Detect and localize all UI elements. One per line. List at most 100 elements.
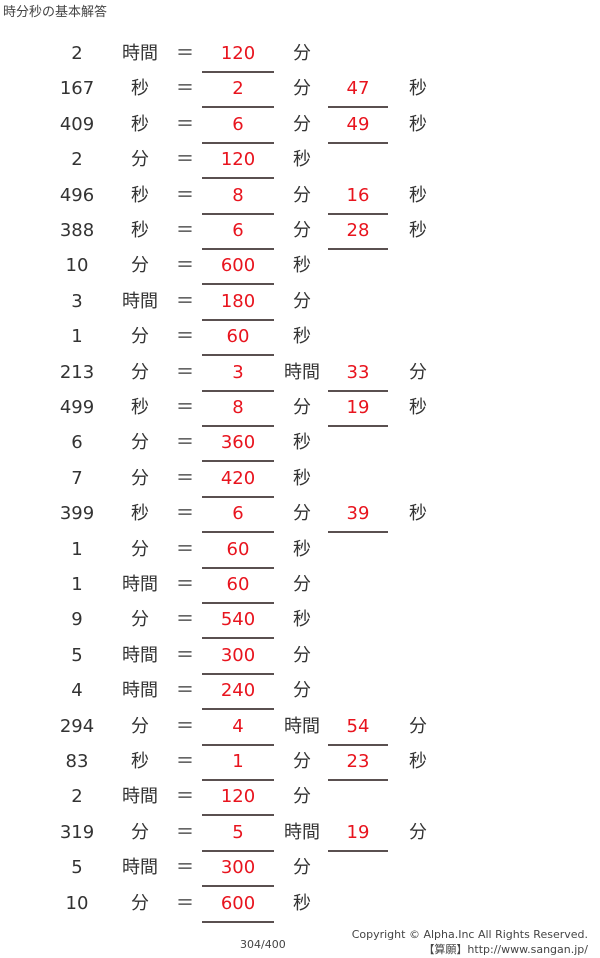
answer-unit-1: 分 — [293, 574, 311, 595]
equals-sign: ＝ — [176, 892, 194, 914]
answer-unit-1: 秒 — [293, 255, 311, 277]
given-unit: 分 — [131, 892, 149, 914]
equals-sign: ＝ — [176, 397, 194, 418]
answer-unit-2: 分 — [409, 361, 427, 383]
equals-sign: ＝ — [176, 503, 194, 525]
answer-1: 5 — [202, 816, 274, 852]
given-unit: 秒 — [131, 78, 149, 100]
answer-1: 120 — [202, 37, 274, 73]
problem-row: 2 時間 ＝ 120 分 — [0, 37, 600, 73]
given-number: 499 — [59, 397, 95, 418]
given-number: 9 — [71, 609, 83, 631]
problem-row: 5 時間 ＝ 300 分 — [0, 639, 600, 675]
site-link[interactable]: 【算願】http://www.sangan.jp/ — [423, 943, 588, 956]
answer-2: 54 — [328, 710, 388, 746]
given-unit: 時間 — [122, 43, 158, 64]
problem-row: 409 秒 ＝ 6 分 49 秒 — [0, 108, 600, 144]
answer-unit-1: 秒 — [293, 609, 311, 631]
answer-unit-2: 秒 — [409, 113, 427, 135]
problem-row: 2 分 ＝ 120 秒 — [0, 143, 600, 180]
given-number: 6 — [71, 432, 83, 454]
answer-unit-2: 分 — [409, 715, 427, 737]
given-unit: 分 — [131, 821, 149, 843]
equals-sign: ＝ — [176, 538, 194, 560]
given-unit: 分 — [131, 149, 149, 171]
equals-sign: ＝ — [176, 149, 194, 171]
given-unit: 時間 — [122, 786, 158, 808]
answer-1: 4 — [202, 710, 274, 746]
answer-unit-1: 秒 — [293, 149, 311, 171]
given-number: 2 — [71, 149, 83, 171]
problem-row: 9 分 ＝ 540 秒 — [0, 603, 600, 640]
answer-1: 120 — [202, 780, 274, 817]
answer-unit-2: 分 — [409, 821, 427, 843]
answer-unit-1: 秒 — [293, 326, 311, 348]
given-number: 399 — [59, 503, 95, 525]
equals-sign: ＝ — [176, 609, 194, 631]
problem-row: 319 分 ＝ 5 時間 19 分 — [0, 816, 600, 852]
given-unit: 分 — [131, 609, 149, 631]
given-unit: 時間 — [122, 680, 158, 702]
answer-2: 16 — [328, 179, 388, 215]
answer-1: 6 — [202, 497, 274, 534]
answer-1: 6 — [202, 214, 274, 250]
answer-1: 600 — [202, 887, 274, 923]
given-unit: 秒 — [131, 397, 149, 418]
equals-sign: ＝ — [176, 255, 194, 277]
answer-unit-1: 分 — [293, 644, 311, 666]
given-unit: 秒 — [131, 751, 149, 772]
problem-row: 1 分 ＝ 60 秒 — [0, 320, 600, 357]
answer-1: 300 — [202, 639, 274, 675]
answer-2: 39 — [328, 497, 388, 534]
problem-row: 6 分 ＝ 360 秒 — [0, 426, 600, 463]
given-number: 10 — [65, 255, 89, 277]
equals-sign: ＝ — [176, 751, 194, 772]
answer-unit-1: 時間 — [284, 821, 320, 843]
given-number: 1 — [71, 574, 83, 595]
page-number: 304/400 — [240, 938, 286, 951]
given-number: 388 — [59, 220, 95, 241]
given-number: 7 — [71, 467, 83, 489]
problem-row: 10 分 ＝ 600 秒 — [0, 249, 600, 286]
given-unit: 分 — [131, 715, 149, 737]
given-unit: 分 — [131, 467, 149, 489]
answer-1: 420 — [202, 462, 274, 498]
given-number: 2 — [71, 43, 83, 64]
answer-unit-1: 秒 — [293, 432, 311, 454]
answer-1: 240 — [202, 674, 274, 711]
given-unit: 時間 — [122, 644, 158, 666]
answer-2: 33 — [328, 356, 388, 392]
answer-unit-1: 秒 — [293, 538, 311, 560]
equals-sign: ＝ — [176, 574, 194, 595]
given-unit: 秒 — [131, 503, 149, 525]
equals-sign: ＝ — [176, 43, 194, 64]
problem-row: 4 時間 ＝ 240 分 — [0, 674, 600, 711]
answer-unit-1: 分 — [293, 786, 311, 808]
answer-1: 300 — [202, 851, 274, 888]
given-number: 496 — [59, 184, 95, 206]
answer-unit-1: 分 — [293, 43, 311, 64]
answer-unit-1: 分 — [293, 113, 311, 135]
answer-1: 60 — [202, 568, 274, 604]
answer-1: 6 — [202, 108, 274, 144]
copyright-text: Copyright © Alpha.Inc All Rights Reserve… — [351, 928, 588, 941]
problem-row: 167 秒 ＝ 2 分 47 秒 — [0, 72, 600, 109]
page-title: 時分秒の基本解答 — [3, 5, 108, 20]
equals-sign: ＝ — [176, 326, 194, 348]
answer-unit-1: 分 — [293, 397, 311, 418]
answer-2: 28 — [328, 214, 388, 250]
answer-unit-1: 分 — [293, 220, 311, 241]
given-unit: 時間 — [122, 574, 158, 595]
answer-2: 47 — [328, 72, 388, 109]
given-unit: 秒 — [131, 184, 149, 206]
given-number: 5 — [71, 857, 83, 879]
answer-1: 60 — [202, 533, 274, 569]
answer-unit-1: 分 — [293, 751, 311, 772]
answer-unit-1: 分 — [293, 857, 311, 879]
answer-unit-2: 秒 — [409, 184, 427, 206]
answer-1: 540 — [202, 603, 274, 640]
answer-unit-1: 分 — [293, 184, 311, 206]
answer-2: 19 — [328, 816, 388, 852]
given-number: 294 — [59, 715, 95, 737]
answer-unit-1: 秒 — [293, 892, 311, 914]
